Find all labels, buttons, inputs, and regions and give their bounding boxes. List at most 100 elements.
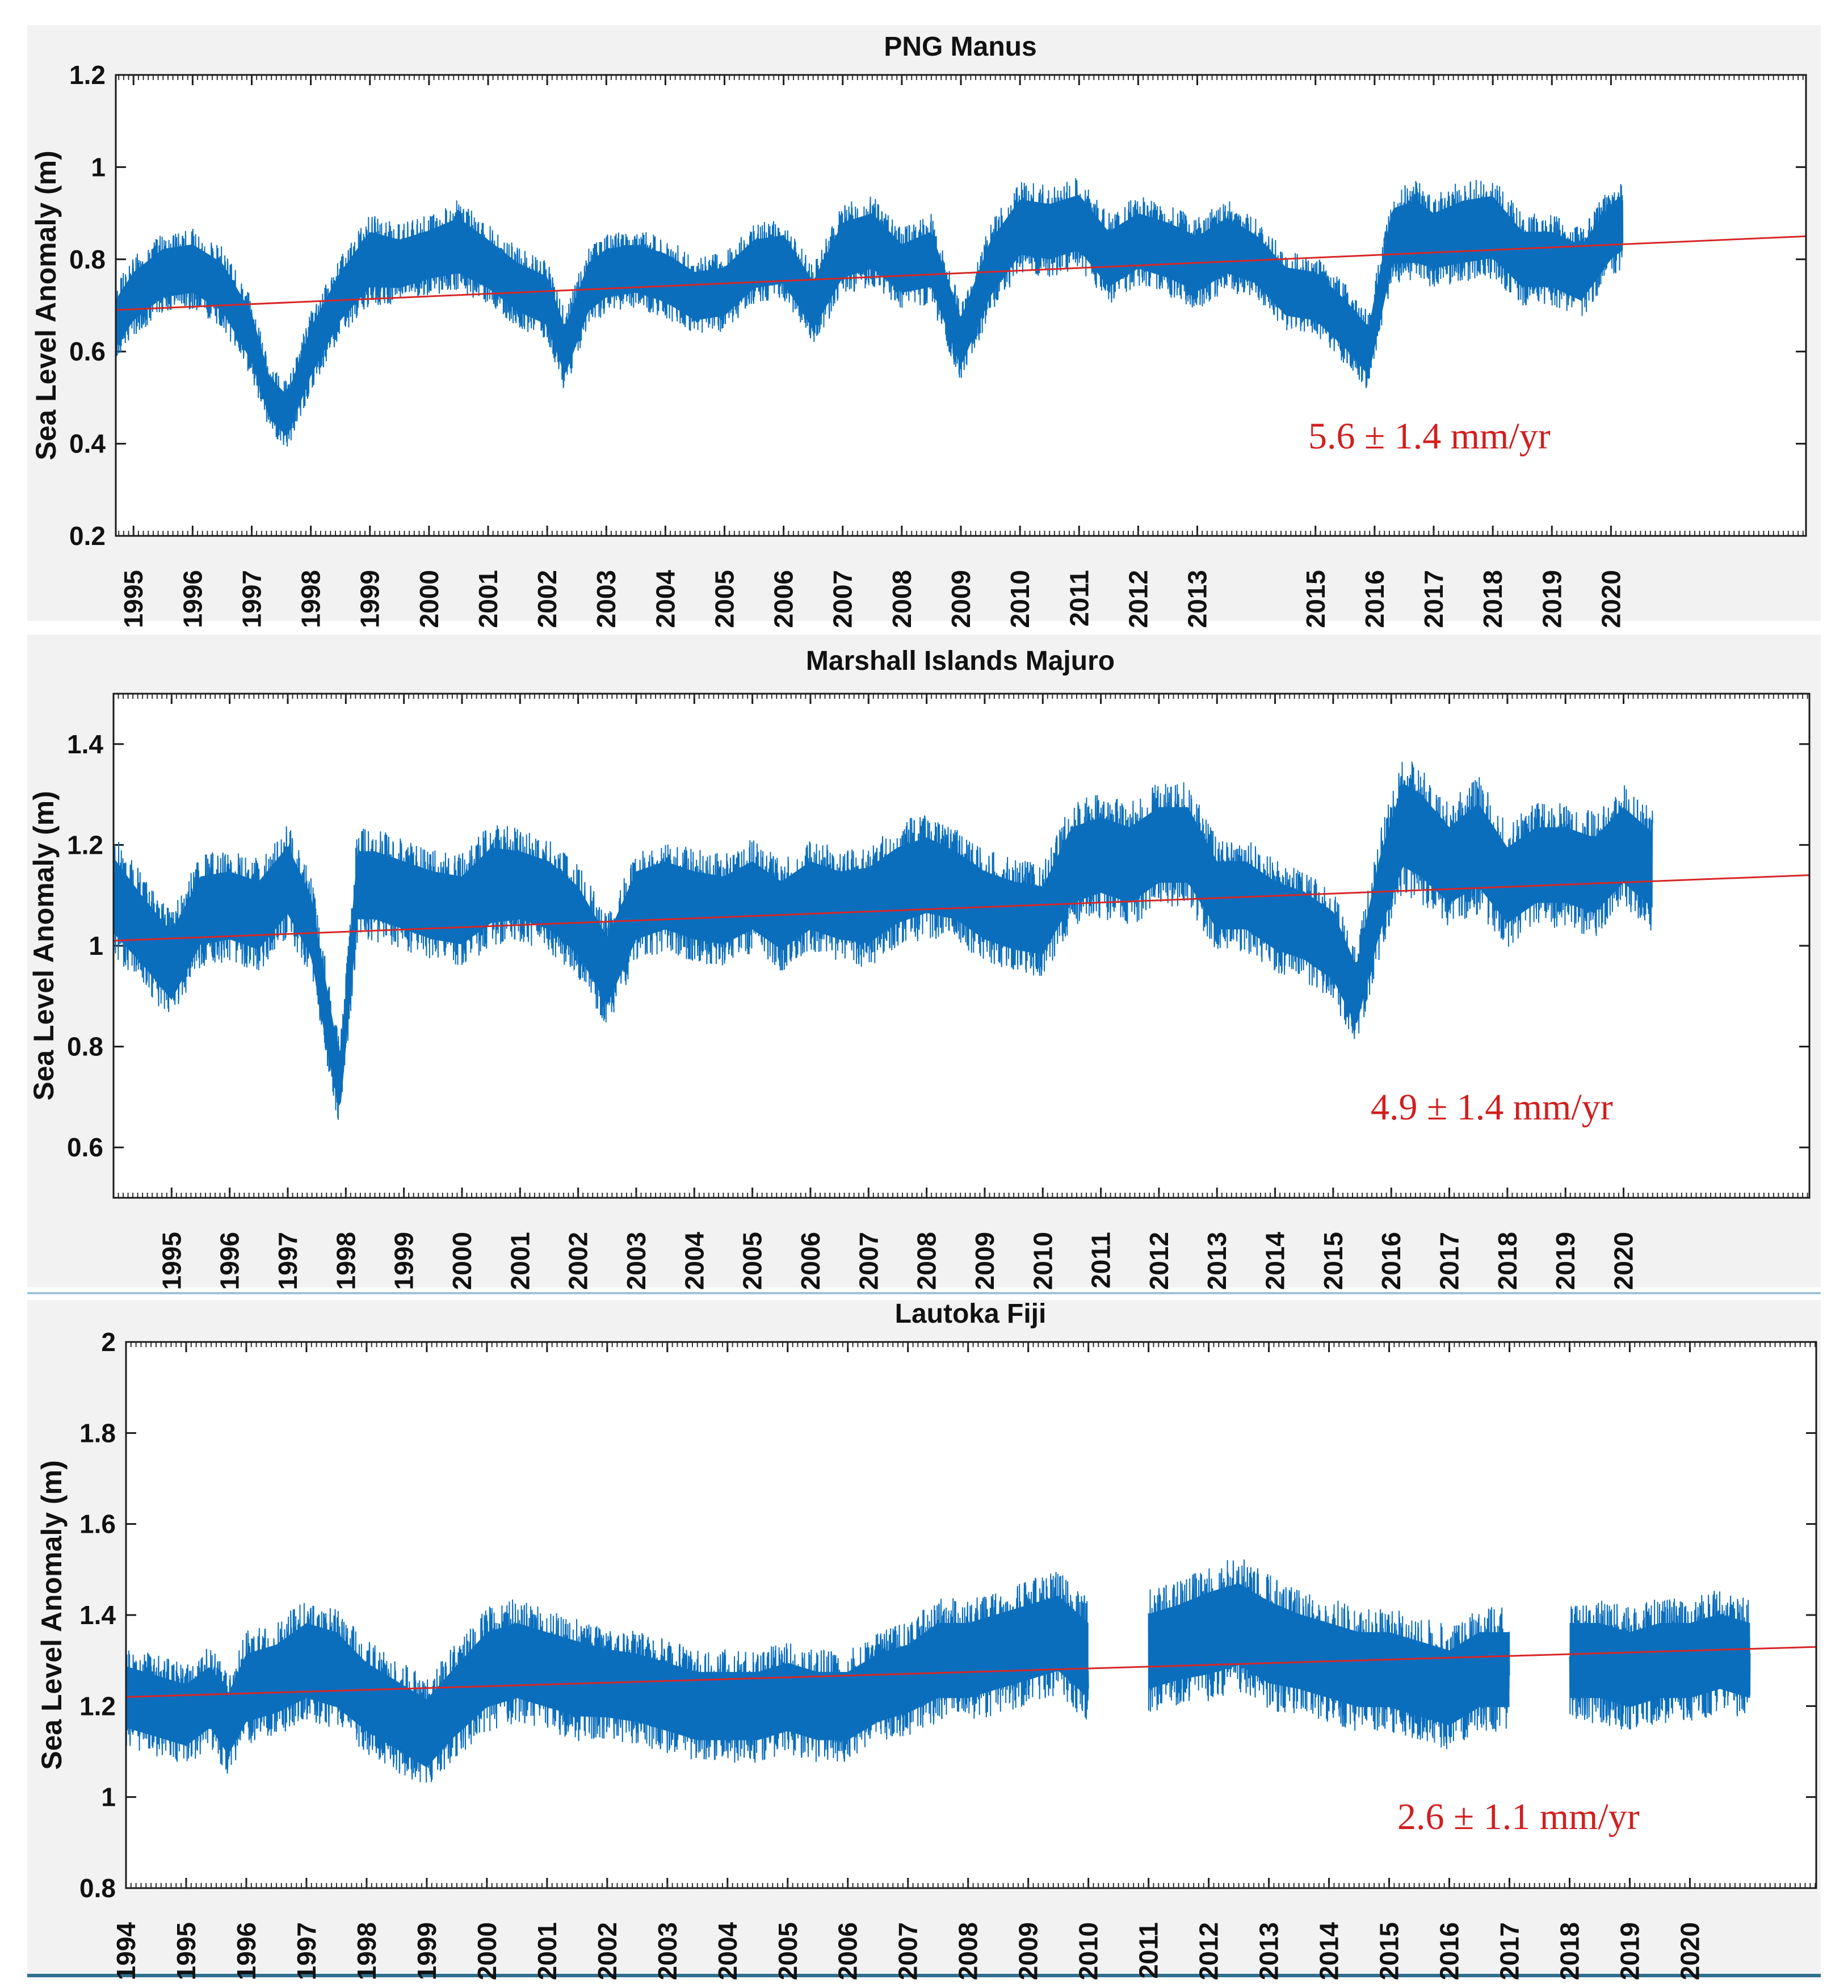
panel-3-x-tick-label-1: 1995: [171, 1922, 201, 1980]
panel-2-x-tick-label-0: 1995: [157, 1232, 186, 1290]
panel-3-x-tick-label-0: 1994: [111, 1922, 141, 1981]
panel-2-y-tick-label-4: 1.4: [67, 729, 103, 759]
panel-2-plot-area: [114, 694, 1809, 1198]
panel-3-trend-annotation: 2.6 ± 1.1 mm/yr: [1397, 1796, 1640, 1838]
panel-1-y-ticks: 0.2 0.4 0.6 0.8 1 1.2: [69, 60, 1806, 551]
panel-1-y-tick-label-5: 1.2: [69, 60, 106, 90]
panel-3-x-tick-label-2: 1996: [232, 1922, 261, 1980]
panel-3-x-tick-label-26: 2020: [1675, 1922, 1704, 1980]
panel-1-y-axis-label: Sea Level Anomaly (m): [30, 150, 62, 460]
panel-2-x-tick-label-25: 2020: [1609, 1232, 1639, 1290]
panel-1-y-tick-label-0: 0.2: [69, 521, 106, 551]
panel-3-x-ticks: 1994 1995 1996 1997 1998 1999 2000 2001 2002 2003…: [111, 1342, 1816, 1981]
panel-2-x-tick-label-15: 2010: [1028, 1232, 1057, 1290]
panel-3-title: Lautoka Fiji: [895, 1299, 1047, 1329]
panel-2-x-tick-label-17: 2012: [1144, 1232, 1174, 1290]
panel-1-x-tick-label-12: 2007: [828, 570, 858, 628]
panel-3-y-ticks: 0.8 1 1.2 1.4 1.6 1.8 2: [79, 1327, 1816, 1903]
panel-2-y-axis-label: Sea Level Anomaly (m): [28, 791, 60, 1101]
panel-3-axes: 0.811.21.41.61.82 1994 1995 1996 1997 1998 19…: [36, 1327, 1817, 1981]
panel-1-x-tick-label-22: 2018: [1478, 570, 1507, 628]
panel-2-x-tick-label-20: 2015: [1318, 1232, 1348, 1290]
panel-3-x-tick-label-25: 2019: [1615, 1922, 1644, 1980]
panel-3-plot-content: [126, 1559, 1816, 1783]
panel-1-x-tick-label-19: 2015: [1301, 570, 1330, 628]
panel-3-y-tick-label-5: 1.8: [79, 1418, 116, 1448]
panel-2-y-tick-label-3: 1.2: [67, 830, 103, 859]
panel-3-x-tick-label-18: 2012: [1194, 1922, 1224, 1980]
panel-3-trend-line: [126, 1646, 1816, 1698]
panel-1-plot-content: [116, 178, 1806, 447]
panel-1-x-tick-label-14: 2009: [946, 570, 976, 628]
panel-1-y-tick-label-4: 1: [91, 152, 106, 182]
panel-1-x-tick-label-11: 2006: [769, 570, 799, 628]
panel-1-x-tick-label-0: 1995: [119, 570, 148, 628]
panel-2-y-ticks: 0.6 0.8 1 1.2 1.4: [67, 729, 1809, 1162]
panel-2-axes: 0.6 0.8 1 1.2 1.4 1995 1996 1997 1998 1999 2000 20…: [28, 693, 1811, 1290]
panel-3-x-tick-label-14: 2008: [954, 1922, 983, 1980]
panel-2-x-tick-label-18: 2013: [1202, 1232, 1232, 1290]
panel-2-x-tick-label-11: 2006: [796, 1232, 825, 1290]
panel-3-x-tick-label-5: 1999: [412, 1922, 442, 1980]
panel-3-x-tick-label-16: 2010: [1074, 1922, 1103, 1980]
panel-3-y-tick-label-4: 1.6: [79, 1509, 116, 1539]
panel-1-x-tick-label-10: 2005: [709, 570, 739, 628]
panel-2-trend-annotation: 4.9 ± 1.4 mm/yr: [1371, 1087, 1613, 1128]
panel-1-plot-area: [116, 75, 1806, 536]
panel-1-y-tick-label-1: 0.4: [69, 429, 106, 459]
panel-1-x-tick-label-2: 1997: [237, 570, 266, 628]
panel-1-frame: [115, 74, 1807, 537]
panel-2-y-tick-label-2: 1: [89, 931, 103, 961]
panel-3-x-tick-label-22: 2016: [1435, 1922, 1464, 1980]
panel-1-x-tick-label-1: 1996: [178, 570, 207, 628]
panel-2-x-tick-label-5: 2000: [447, 1232, 477, 1290]
panel-3-frame: [125, 1341, 1817, 1889]
panel-3-y-tick-label-6: 2: [101, 1327, 116, 1357]
panel-2-y-tick-label-1: 0.8: [67, 1032, 103, 1062]
panel-3-x-tick-label-21: 2015: [1375, 1922, 1404, 1980]
panel-2-x-tick-label-8: 2003: [621, 1232, 651, 1290]
panel-2-plot-content: [114, 761, 1809, 1120]
panel-1-x-tick-label-13: 2008: [887, 570, 917, 628]
panel-2-y-tick-label-0: 0.6: [67, 1133, 103, 1162]
panel-1-y-tick-label-2: 0.6: [69, 337, 106, 366]
panel-1-x-tick-label-8: 2003: [591, 570, 621, 628]
panel-2-x-tick-label-1: 1996: [215, 1232, 245, 1290]
panel-2-x-tick-label-4: 1999: [389, 1232, 419, 1290]
panel-2-x-tick-label-24: 2019: [1551, 1232, 1580, 1290]
panel-3-x-tick-label-19: 2013: [1254, 1922, 1284, 1980]
panel-1-x-tick-label-21: 2017: [1419, 570, 1448, 628]
panel-2-x-tick-label-19: 2014: [1261, 1232, 1290, 1290]
panel-1-trend-line: [116, 235, 1806, 311]
panel-2-trend-line: [114, 874, 1809, 942]
panel-3-x-tick-label-23: 2017: [1495, 1922, 1524, 1980]
panel-3-x-tick-label-9: 2003: [653, 1922, 682, 1980]
panel-3-x-tick-label-13: 2007: [893, 1922, 923, 1980]
panel-3-y-axis-label: Sea Level Anomaly (m): [36, 1460, 68, 1770]
panel-1-x-tick-label-4: 1999: [355, 570, 385, 628]
panel-1-x-tick-label-3: 1998: [296, 570, 326, 628]
panel-2-x-tick-label-10: 2005: [738, 1232, 767, 1290]
panel-2-x-tick-label-14: 2009: [970, 1232, 999, 1290]
panel-1-x-ticks: 1995 1996 1997 1998 1999 2000 2001 2002 2003 2004…: [118, 75, 1804, 628]
panel-1-x-tick-label-17: 2012: [1123, 570, 1153, 628]
panel-2-x-tick-label-23: 2018: [1493, 1232, 1522, 1290]
panel-2-x-tick-label-12: 2007: [854, 1232, 883, 1290]
panel-3-x-tick-label-4: 1998: [352, 1922, 381, 1980]
panel-2-title: Marshall Islands Majuro: [806, 646, 1115, 676]
panel-3-x-tick-label-3: 1997: [292, 1922, 321, 1980]
panel-1-x-tick-label-23: 2019: [1537, 570, 1566, 628]
panel-lautoka-fiji: Lautoka Fiji 0.811.21.41.61.82 1994 1995 1…: [36, 1299, 1817, 1981]
panel-3-x-tick-label-12: 2006: [833, 1922, 863, 1980]
panel-1-x-tick-label-5: 2000: [414, 570, 444, 628]
panel-3-y-tick-label-1: 1: [101, 1783, 116, 1812]
panel-2-frame: [112, 693, 1811, 1199]
panel-1-title: PNG Manus: [884, 32, 1036, 62]
panel-2-x-tick-label-16: 2011: [1086, 1232, 1116, 1289]
panel-2-x-tick-label-13: 2008: [912, 1232, 942, 1290]
panel-2-x-tick-label-21: 2016: [1376, 1232, 1406, 1290]
panel-3-x-tick-label-15: 2009: [1014, 1922, 1043, 1980]
panel-2-x-tick-label-9: 2004: [679, 1232, 709, 1290]
panel-1-x-tick-label-20: 2016: [1360, 570, 1389, 628]
